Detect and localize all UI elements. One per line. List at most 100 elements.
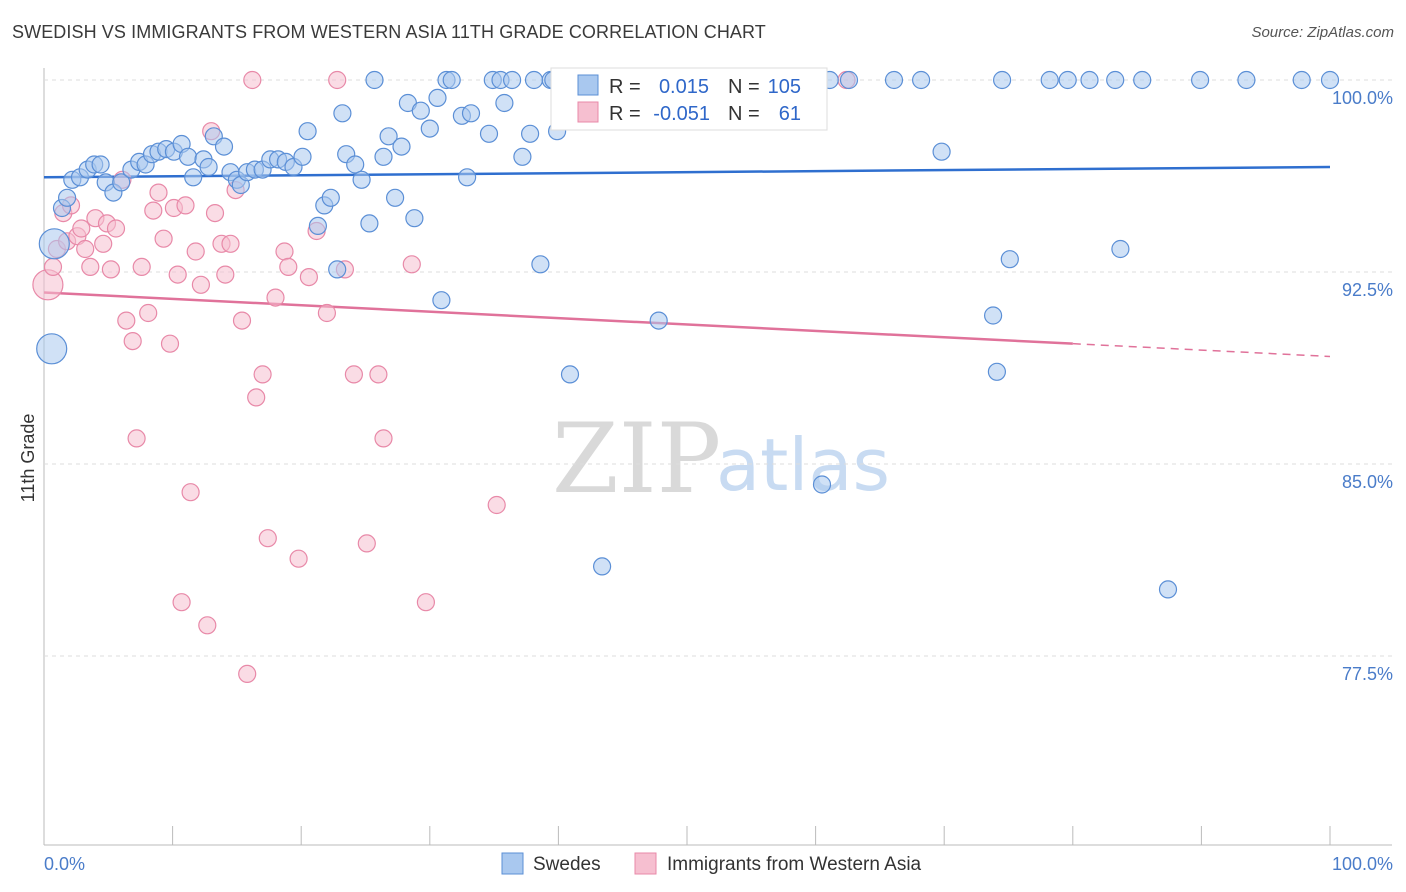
point-swedes (57, 188, 77, 207)
point-swedes (1292, 70, 1311, 90)
point-immig (132, 257, 151, 276)
point-immig (106, 219, 126, 238)
y-axis-title: 11th Grade (18, 414, 38, 503)
stats-swedes-n-value: 105 (768, 76, 801, 98)
point-swedes (392, 137, 411, 156)
point-swedes (1158, 580, 1178, 599)
point-swedes (531, 255, 550, 274)
x-ticks (43, 826, 1331, 845)
point-swedes (428, 88, 447, 108)
point-swedes (432, 291, 451, 310)
point-swedes (520, 124, 540, 143)
point-immig (168, 265, 187, 284)
point-swedes (932, 142, 951, 161)
point-swedes (184, 168, 203, 187)
point-immig (127, 429, 146, 448)
stats-box: R = 0.015 N = 105 R = -0.051 N = 61 (550, 67, 828, 131)
chart-title: SWEDISH VS IMMIGRANTS FROM WESTERN ASIA … (12, 22, 766, 42)
point-immig (317, 303, 336, 323)
point-swedes (308, 216, 327, 235)
point-swedes (36, 333, 68, 365)
point-immig (205, 204, 225, 223)
trend-line-immig-extension (1072, 342, 1331, 358)
point-immig (232, 311, 252, 330)
point-swedes (379, 127, 398, 146)
y-tick-label: 100.0% (1332, 88, 1393, 108)
data-points (32, 70, 1340, 684)
point-immig (369, 365, 388, 384)
point-swedes (911, 70, 931, 90)
point-immig (72, 219, 91, 238)
point-swedes (983, 306, 1003, 325)
point-swedes (1190, 70, 1210, 90)
point-immig (221, 234, 240, 253)
point-swedes (461, 104, 481, 123)
point-swedes (112, 173, 131, 192)
point-swedes (1080, 70, 1099, 90)
point-swedes (1058, 70, 1077, 90)
point-swedes (1320, 70, 1340, 90)
source-credit: Source: ZipAtlas.com (1251, 24, 1394, 41)
point-immig (198, 616, 217, 635)
point-swedes (479, 124, 499, 143)
point-swedes (352, 170, 371, 189)
point-swedes (38, 228, 70, 260)
point-swedes (333, 104, 352, 123)
point-swedes (346, 155, 365, 174)
point-immig (247, 388, 266, 407)
point-immig (176, 196, 195, 215)
point-immig (328, 70, 347, 90)
point-swedes (374, 147, 393, 166)
point-immig (172, 593, 191, 612)
point-swedes (839, 70, 859, 90)
stats-swedes-r-value: 0.015 (659, 76, 709, 98)
point-immig (94, 234, 113, 253)
point-swedes (502, 70, 522, 90)
x-tick-label-min: 0.0% (44, 854, 85, 874)
point-swedes (405, 209, 424, 228)
point-immig (101, 260, 121, 279)
point-swedes (1237, 70, 1256, 90)
point-immig (76, 239, 95, 259)
point-immig (266, 288, 285, 307)
point-swedes (178, 147, 198, 166)
point-immig (186, 242, 205, 261)
point-swedes (365, 70, 384, 90)
point-immig (402, 255, 421, 274)
point-swedes (386, 188, 405, 207)
point-swedes (884, 70, 904, 90)
stats-swedes-n-label: N = (728, 76, 760, 98)
point-swedes (442, 70, 461, 90)
point-swedes (1106, 70, 1125, 90)
stats-immig-n-value: 61 (779, 103, 801, 125)
point-swedes (360, 214, 379, 233)
legend: Swedes Immigrants from Western Asia (501, 852, 922, 875)
point-immig (149, 183, 168, 202)
point-immig (216, 265, 235, 284)
point-immig (123, 332, 142, 351)
point-immig (299, 268, 318, 287)
point-swedes (992, 70, 1012, 90)
point-immig (357, 534, 376, 553)
stats-swedes-r-label: R = (609, 76, 641, 98)
point-immig (139, 303, 158, 323)
legend-swatch-swedes (501, 852, 524, 875)
point-immig (344, 365, 363, 384)
point-immig (181, 483, 200, 502)
point-swedes (1133, 70, 1152, 90)
y-tick-label: 77.5% (1342, 664, 1393, 684)
point-swedes (524, 70, 544, 90)
point-immig (117, 311, 136, 330)
point-immig (238, 664, 257, 684)
point-swedes (513, 147, 532, 166)
point-swedes (411, 101, 430, 120)
stats-swatch-immig (577, 101, 599, 123)
point-swedes (649, 311, 668, 330)
point-immig (253, 365, 272, 384)
legend-swatch-immig (634, 852, 657, 875)
point-swedes (214, 137, 234, 156)
point-immig (160, 334, 180, 353)
x-tick-label-max: 100.0% (1332, 854, 1393, 874)
point-immig (258, 529, 277, 548)
